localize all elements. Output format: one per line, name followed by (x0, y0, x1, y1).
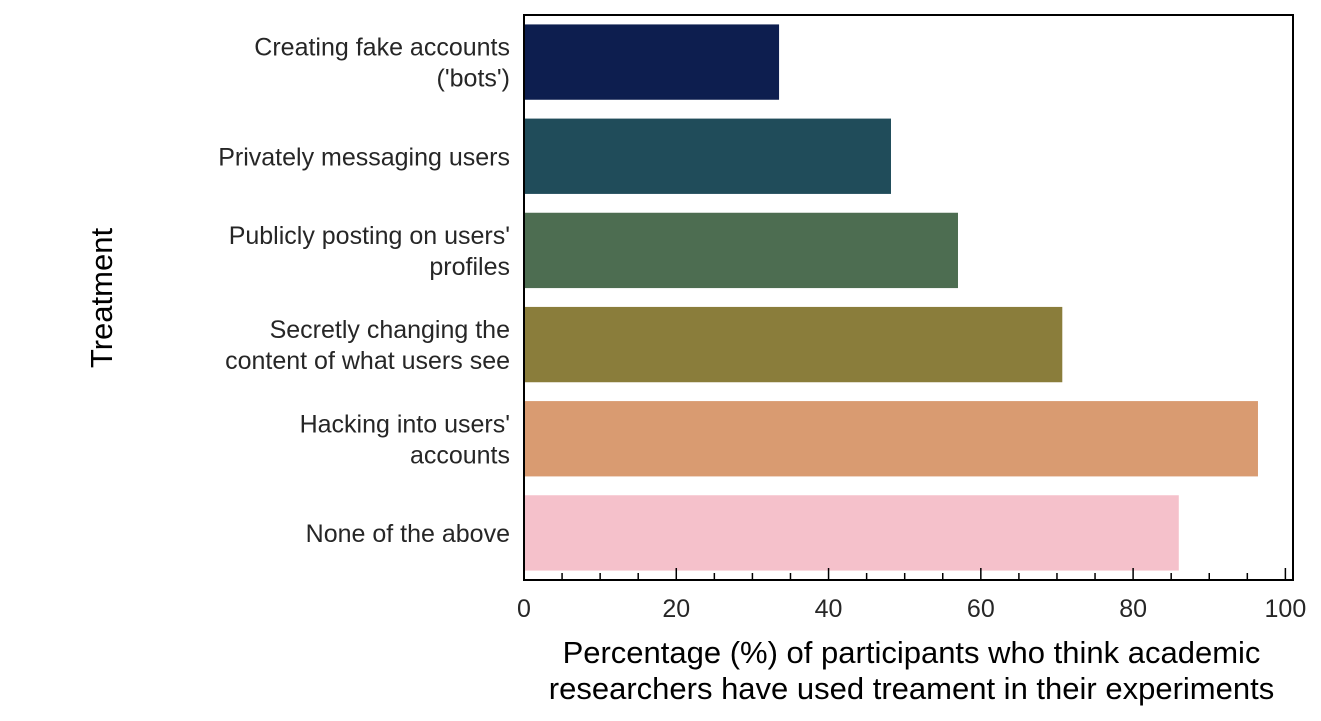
x-tick-label: 20 (662, 595, 690, 623)
plot-background (524, 15, 1293, 580)
category-label: Publicly posting on users' profiles (229, 222, 510, 281)
bar (524, 401, 1258, 477)
plot-frame (523, 14, 1294, 581)
category-label: None of the above (306, 520, 510, 548)
category-label: Creating fake accounts ('bots') (254, 34, 510, 93)
x-tick-label: 40 (815, 595, 843, 623)
x-ticks-group: 0 20 40 60 80 100 (517, 568, 1306, 623)
x-tick-label: 0 (517, 595, 531, 623)
bar (524, 495, 1179, 571)
y-axis-title: Treatment (84, 228, 119, 369)
x-axis-title: Percentage (%) of participants who think… (549, 635, 1274, 706)
x-tick-label: 80 (1119, 595, 1147, 623)
x-tick-label: 60 (967, 595, 995, 623)
category-labels-group: Creating fake accounts ('bots') Privately … (218, 34, 510, 548)
bar (524, 212, 958, 289)
bar (524, 118, 891, 194)
category-label: Hacking into users' accounts (300, 410, 510, 469)
bar (524, 24, 780, 100)
category-label: Privately messaging users (218, 143, 510, 171)
category-label: Secretly changing the content of what use… (225, 316, 510, 375)
bars-group (524, 24, 1258, 571)
bar (524, 306, 1063, 383)
x-tick-label: 100 (1265, 595, 1307, 623)
